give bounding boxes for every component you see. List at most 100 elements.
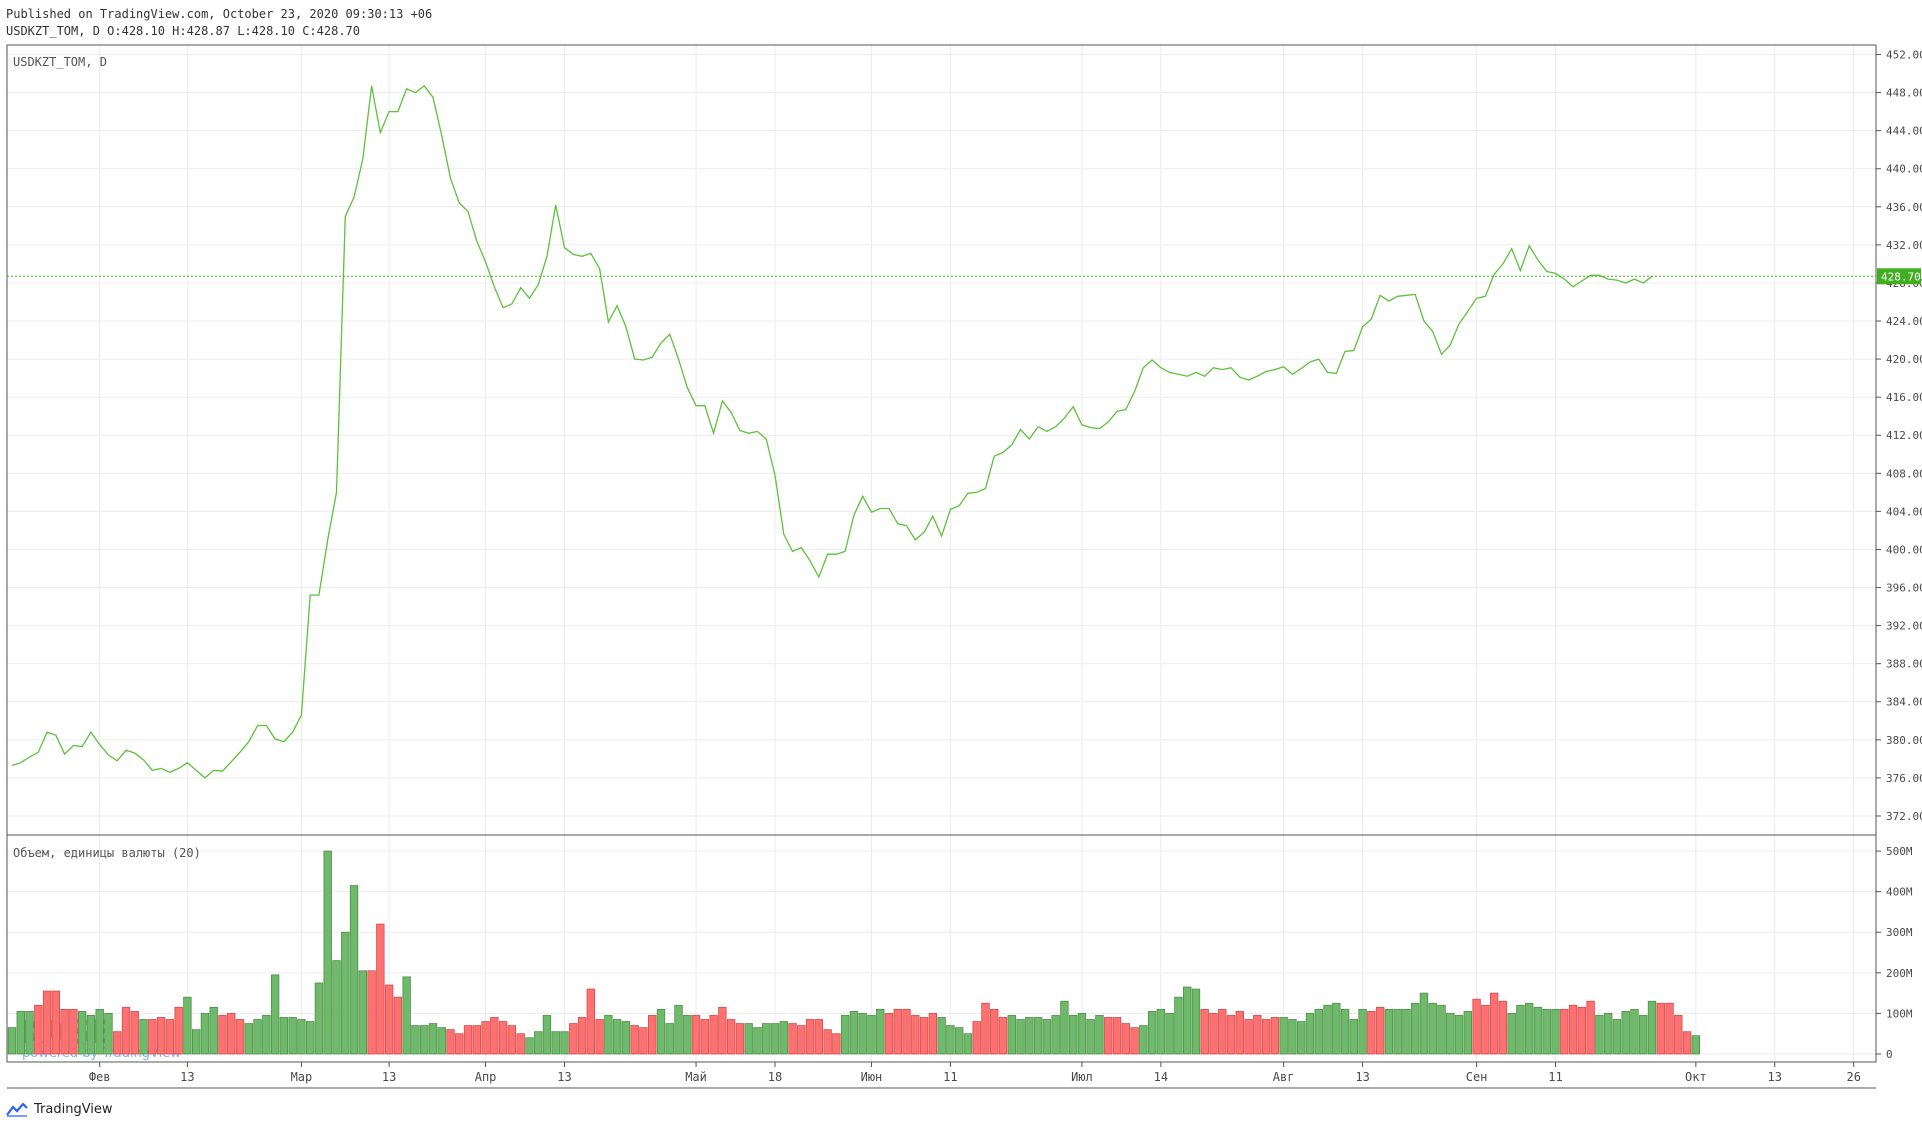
volume-bar (384, 984, 394, 1055)
tradingview-brand-label: TradingView (34, 1102, 113, 1117)
volume-bar (60, 1008, 69, 1055)
x-tick-label: 18 (768, 1070, 782, 1084)
volume-bar (1288, 1019, 1297, 1055)
volume-bar (1112, 1017, 1122, 1055)
x-tick-label: 11 (1548, 1070, 1562, 1084)
tradingview-footer[interactable]: TradingView (6, 1102, 113, 1117)
x-tick-label: 13 (1768, 1070, 1782, 1084)
volume-tick-label: 400M (1886, 886, 1913, 899)
volume-bar (683, 1015, 692, 1055)
volume-bar (1235, 1010, 1244, 1055)
volume-bar (911, 1015, 920, 1055)
volume-bar (876, 1008, 885, 1055)
y-tick-label: 384.00 (1886, 696, 1922, 709)
x-tick-label: 13 (180, 1070, 194, 1084)
volume-bar (963, 1033, 973, 1055)
price-line (11, 84, 1653, 779)
volume-bar (446, 1029, 455, 1055)
volume-bar (867, 1015, 876, 1055)
x-tick-label: Сен (1466, 1070, 1488, 1084)
volume-bar (621, 1021, 631, 1055)
volume-bar (121, 1006, 131, 1055)
volume-tick-label: 100M (1886, 1007, 1913, 1020)
volume-bar (305, 1021, 315, 1055)
volume-bar (1568, 1004, 1578, 1055)
volume-bar (376, 923, 385, 1055)
volume-bar (1025, 1017, 1034, 1055)
volume-bar (1446, 1013, 1455, 1055)
volume-bar (1384, 1008, 1394, 1055)
volume-bar (770, 1023, 780, 1055)
volume-bar (1665, 1002, 1674, 1055)
y-tick-label: 400.00 (1886, 543, 1922, 556)
volume-bar (753, 1027, 762, 1055)
x-tick-label: Апр (475, 1070, 497, 1084)
volume-bar (1147, 1010, 1157, 1055)
x-tick-label: 26 (1846, 1070, 1860, 1084)
volume-pane-legend: Объем, единицы валюты (20) (13, 846, 201, 860)
volume-bar (1191, 988, 1201, 1055)
volume-bar (428, 1023, 438, 1055)
y-tick-label: 444.00 (1886, 125, 1922, 138)
volume-bar (902, 1008, 911, 1055)
volume-bar (1279, 1017, 1288, 1055)
volume-bar (1367, 1010, 1376, 1055)
y-tick-label: 436.00 (1886, 201, 1922, 214)
volume-bar (1305, 1013, 1315, 1055)
volume-bar (165, 1019, 175, 1055)
volume-bar (1033, 1017, 1043, 1055)
volume-bar (1349, 1019, 1358, 1055)
volume-bar (227, 1013, 236, 1055)
volume-bar (893, 1008, 902, 1055)
volume-bar (1139, 1025, 1148, 1055)
volume-bar (1402, 1008, 1411, 1055)
volume-bar (1533, 1006, 1543, 1055)
volume-bar (569, 1023, 578, 1055)
volume-bar (1507, 1013, 1516, 1055)
y-tick-label: 396.00 (1886, 582, 1922, 595)
price-pane-frame (6, 44, 1877, 836)
volume-bar (577, 1017, 587, 1055)
x-tick-label: 14 (1154, 1070, 1168, 1084)
price-pane-legend: USDKZT_TOM, D (13, 55, 107, 69)
volume-bar (560, 1031, 569, 1055)
y-tick-label: 404.00 (1886, 505, 1922, 518)
volume-bar (981, 1002, 990, 1055)
volume-bar (139, 1019, 148, 1055)
volume-bar (1498, 1000, 1508, 1055)
chart-canvas[interactable]: 452.00 448.00 444.00 440.00 436.00 432.00 428.… (0, 0, 1922, 1095)
volume-bar (1682, 1031, 1692, 1055)
volume-bar (1463, 1010, 1473, 1055)
y-tick-label: 376.00 (1886, 772, 1922, 785)
volume-bar (972, 1021, 981, 1055)
volume-bar (1560, 1008, 1569, 1055)
volume-bar (341, 931, 350, 1055)
volume-bar (1156, 1008, 1166, 1055)
volume-bar (25, 1010, 34, 1055)
volume-bar (1516, 1004, 1525, 1055)
volume-bar (534, 1031, 543, 1055)
volume-bar (174, 1006, 183, 1055)
x-tick-label: Окт (1685, 1070, 1707, 1084)
volume-bar (1104, 1017, 1113, 1055)
volume-bar (358, 970, 367, 1055)
x-tick-label: 13 (1355, 1070, 1369, 1084)
volume-bar (253, 1019, 262, 1055)
volume-bar (1340, 1008, 1350, 1055)
volume-bar (709, 1015, 718, 1055)
volume-bar (604, 1015, 613, 1055)
volume-bar (700, 1019, 710, 1055)
volume-bar (639, 1027, 648, 1055)
volume-bar (1454, 1015, 1464, 1055)
volume-bar (1121, 1023, 1130, 1055)
published-line: Published on TradingView.com, October 23… (6, 7, 433, 21)
volume-bar (367, 970, 376, 1055)
volume-bar (814, 1019, 824, 1055)
volume-bar (858, 1013, 867, 1055)
volume-bar (437, 1027, 446, 1055)
volume-bar (1411, 1002, 1420, 1055)
x-tick-label: Июн (861, 1070, 883, 1084)
volume-bar (1375, 1006, 1385, 1055)
x-tick-label: 13 (382, 1070, 396, 1084)
volume-bar (200, 1013, 210, 1055)
